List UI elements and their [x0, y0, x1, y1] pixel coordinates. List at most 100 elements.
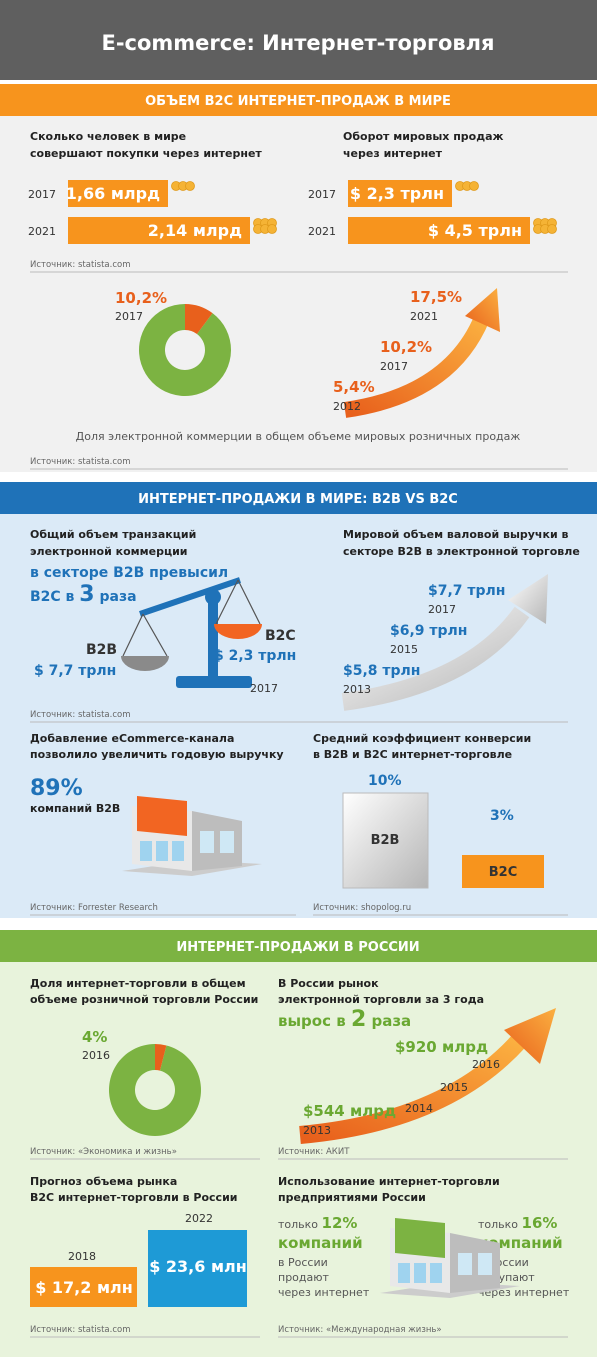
page-title: E-commerce: Интернет-торговля	[101, 31, 494, 55]
scale-pan	[214, 624, 262, 639]
source: Источник: АКИТ	[278, 1147, 350, 1157]
share-year: 2016	[82, 1049, 110, 1062]
channel-label: компаний B2B	[30, 802, 120, 815]
growth-value: 17,5%	[410, 288, 462, 306]
channel-value: 89%	[30, 776, 83, 801]
block-caption: Мировой объем валовой выручки в	[343, 528, 568, 541]
bar-value: $ 2,3 трлн	[350, 184, 444, 203]
building-side	[450, 1233, 500, 1293]
block-caption: Прогноз объема рынка	[30, 1175, 177, 1188]
bar-value: $ 4,5 трлн	[428, 221, 522, 240]
highlight: вырос в 2 раза	[278, 1007, 411, 1032]
year-label: 2018	[68, 1250, 96, 1263]
share-value: 10,2%	[115, 289, 167, 307]
usage-share: только 16%	[478, 1214, 557, 1232]
source: Источник: statista.com	[30, 457, 130, 467]
arrow-head	[465, 288, 500, 332]
arrow-head	[504, 1008, 556, 1064]
highlight-part: 3	[79, 582, 94, 607]
growth-year: 2021	[410, 310, 438, 323]
box-label: B2B	[371, 833, 400, 848]
forecast-box	[148, 1230, 247, 1307]
b2c-value: $ 2,3 трлн	[214, 648, 296, 664]
coin-icon	[185, 181, 195, 191]
building-frame	[395, 1218, 445, 1258]
usage-share: только 12%	[278, 1214, 357, 1232]
window	[458, 1253, 472, 1275]
usage-line: продают	[278, 1271, 330, 1284]
usage-share-part: 12%	[322, 1214, 358, 1232]
year-label: 2021	[308, 225, 336, 238]
revenue-value: $7,7 трлн	[428, 583, 505, 599]
year-label: 2021	[28, 225, 56, 238]
block-caption: предприятиями России	[278, 1191, 426, 1204]
forecast-box	[30, 1267, 137, 1307]
chart-caption: Доля электронной коммерции в общем объем…	[76, 430, 521, 443]
coin-icon	[547, 224, 557, 234]
highlight: в секторе B2B превысил	[30, 565, 228, 581]
forecast-value: $ 17,2 млн	[35, 1278, 133, 1297]
source: Источник: Forrester Research	[30, 903, 158, 913]
growth-year: 2017	[380, 360, 408, 373]
revenue-value: $6,9 трлн	[390, 623, 467, 639]
source: Источник: statista.com	[30, 1325, 130, 1335]
growth-arrow	[299, 1035, 525, 1144]
source: Источник: «Международная жизнь»	[278, 1325, 442, 1335]
usage-word: компаний	[278, 1234, 363, 1252]
window	[430, 1263, 442, 1283]
conversion-box	[462, 855, 544, 888]
usage-line: через интернет	[278, 1286, 370, 1299]
value-bar	[348, 217, 530, 244]
block-caption: электронной торговли за 3 года	[278, 993, 484, 1006]
value-bar	[68, 217, 250, 244]
window	[200, 831, 214, 853]
window	[220, 831, 234, 853]
section-title: ОБЪЕМ B2C ИНТЕРНЕТ-ПРОДАЖ В МИРЕ	[145, 94, 451, 109]
year-label: 2017	[308, 188, 336, 201]
year-label: 2017	[28, 188, 56, 201]
revenue-year: 2017	[428, 603, 456, 616]
block-caption: совершают покупки через интернет	[30, 147, 262, 160]
highlight-part: 2	[351, 1007, 366, 1032]
conversion-value: 3%	[490, 808, 514, 824]
highlight-part: вырос в	[278, 1012, 351, 1030]
header-bg	[0, 0, 597, 80]
scale-pan	[121, 656, 169, 671]
growth-value: 5,4%	[333, 378, 375, 396]
donut-segment	[155, 1044, 167, 1071]
growth-arrow	[343, 314, 490, 418]
share-value: 4%	[82, 1028, 107, 1046]
year-label: 2022	[185, 1212, 213, 1225]
window	[398, 1263, 410, 1283]
arrow-head	[508, 574, 548, 624]
block-caption: позволило увеличить годовую выручку	[30, 748, 284, 761]
share-year: 2017	[115, 310, 143, 323]
highlight-part: раза	[95, 589, 137, 605]
block-caption: Доля интернет-торговли в общем	[30, 977, 246, 990]
usage-share-part: только	[478, 1218, 522, 1231]
coin-icon	[469, 181, 479, 191]
block-caption: через интернет	[343, 147, 443, 160]
source: Источник: statista.com	[30, 260, 130, 270]
growth-year: 2012	[333, 400, 361, 413]
b2b-value: $ 7,7 трлн	[34, 663, 116, 679]
donut-segment	[185, 304, 213, 334]
scale-string	[122, 579, 261, 657]
growth-year: 2016	[472, 1058, 500, 1071]
scale-base	[176, 676, 252, 688]
revenue-year: 2013	[343, 683, 371, 696]
bar-value: 2,14 млрд	[148, 221, 242, 240]
window	[414, 1263, 426, 1283]
bar-value: 1,66 млрд	[66, 184, 160, 203]
block-caption: секторе B2B в электронной торговле	[343, 545, 580, 558]
section-bar	[0, 84, 597, 116]
block-caption: электронной коммерции	[30, 545, 188, 558]
donut-segment	[108, 1044, 201, 1136]
building-frame	[137, 796, 187, 836]
usage-line: в России	[278, 1256, 328, 1269]
section-bar	[0, 482, 597, 514]
revenue-year: 2015	[390, 643, 418, 656]
donut-segment	[139, 304, 232, 397]
growth-year: 2015	[440, 1081, 468, 1094]
